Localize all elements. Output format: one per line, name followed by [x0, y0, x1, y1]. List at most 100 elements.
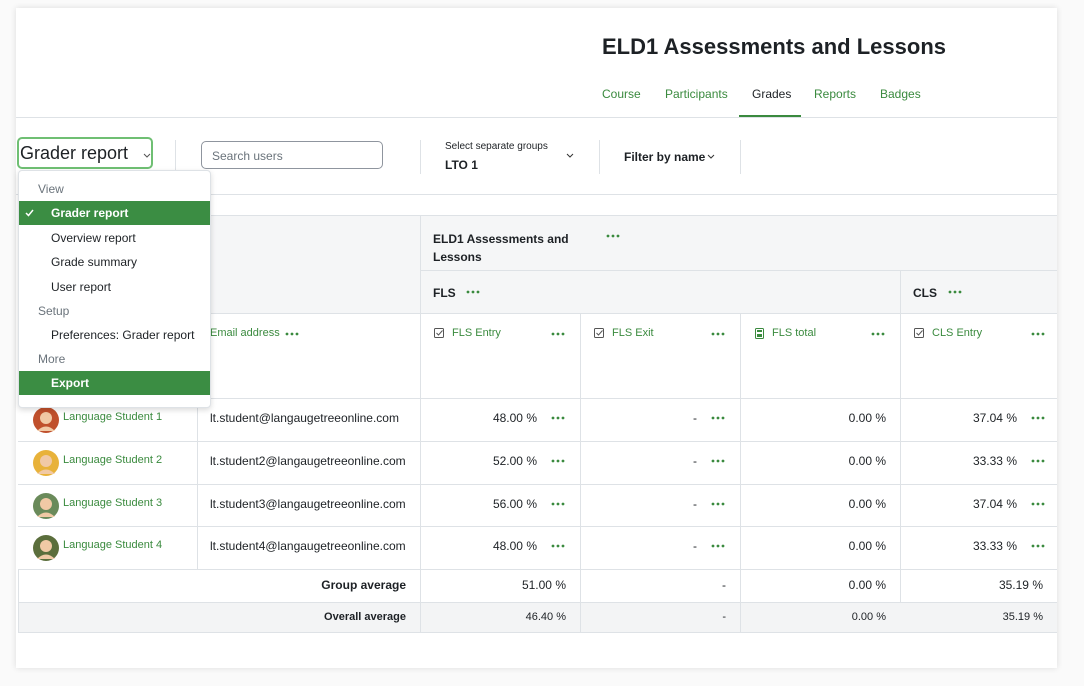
divider — [175, 140, 176, 170]
column-header[interactable]: FLS total — [772, 327, 817, 339]
subcategory-header: CLS — [913, 286, 937, 300]
more-actions[interactable] — [1031, 501, 1045, 507]
grade-value: 56.00 % — [492, 496, 537, 511]
menu-item[interactable]: User report — [51, 280, 112, 295]
column-icon — [914, 328, 924, 338]
nav-tab[interactable]: Grades — [752, 87, 792, 101]
grade-value: - — [693, 496, 697, 511]
more-actions[interactable] — [871, 331, 885, 337]
grade-value: 37.04 % — [972, 496, 1017, 511]
divider — [740, 313, 741, 632]
divider — [900, 270, 901, 632]
column-header[interactable]: Email address — [210, 327, 280, 339]
divider — [580, 313, 581, 632]
student-email: lt.student4@langaugetreeonline.com — [210, 539, 406, 554]
more-actions[interactable] — [711, 458, 725, 464]
chevron — [143, 153, 151, 158]
more-actions[interactable] — [551, 501, 565, 507]
subcategory-header: FLS — [433, 286, 456, 300]
student-name[interactable]: Language Student 4 — [63, 539, 163, 552]
avatar — [33, 535, 59, 562]
average-value: 0.00 % — [848, 578, 886, 592]
more-actions[interactable] — [551, 543, 565, 549]
divider — [18, 398, 1057, 399]
more-actions[interactable] — [551, 458, 565, 464]
header-band — [197, 215, 1057, 313]
nav-tab[interactable]: Badges — [880, 87, 921, 101]
nav-tab[interactable]: Reports — [814, 87, 857, 101]
grade-value: - — [693, 539, 697, 554]
divider — [18, 569, 1057, 570]
more-actions[interactable] — [1031, 543, 1045, 549]
divider — [18, 602, 1057, 603]
menu-item[interactable]: Export — [51, 375, 90, 390]
divider — [18, 215, 1057, 216]
grade-value: 48.00 % — [492, 539, 537, 554]
grade-value: 0.00 % — [848, 539, 886, 554]
more-actions[interactable] — [1031, 458, 1045, 464]
menu-item[interactable]: Grader report — [51, 206, 129, 220]
more-actions[interactable] — [285, 331, 299, 337]
chevron — [707, 154, 715, 159]
average-value: 35.19 % — [998, 578, 1043, 592]
divider — [739, 115, 801, 117]
more-actions[interactable] — [606, 233, 620, 239]
menu-heading: Setup — [38, 303, 70, 318]
chevron — [566, 153, 574, 158]
student-email: lt.student3@langaugetreeonline.com — [210, 496, 406, 511]
divider — [18, 483, 1057, 485]
student-name[interactable]: Language Student 3 — [63, 496, 163, 509]
student-name[interactable]: Language Student 1 — [63, 411, 163, 423]
average-row — [18, 602, 1057, 632]
menu-item[interactable]: Grade summary — [51, 255, 138, 270]
nav-tab[interactable]: Participants — [665, 87, 728, 101]
more-actions[interactable] — [711, 543, 725, 549]
divider — [16, 194, 1057, 195]
divider — [18, 526, 1057, 528]
avatar — [33, 492, 59, 519]
avatar — [33, 449, 59, 476]
column-header[interactable]: FLS Entry — [452, 327, 501, 339]
student-name[interactable]: Language Student 2 — [63, 453, 163, 466]
more-actions[interactable] — [711, 501, 725, 507]
filter-button[interactable]: Filter by name — [624, 150, 706, 164]
more-actions[interactable] — [551, 331, 565, 337]
divider — [16, 117, 1057, 118]
average-value: 0.00 % — [851, 611, 886, 623]
menu-highlight — [19, 201, 210, 225]
check-mark — [25, 209, 34, 217]
average-value: 35.19 % — [1002, 611, 1043, 623]
grade-value: 37.04 % — [972, 411, 1017, 425]
divider — [18, 440, 1057, 442]
more-actions[interactable] — [466, 289, 480, 295]
more-actions[interactable] — [948, 289, 962, 295]
menu-heading: More — [38, 351, 66, 366]
grade-value: 0.00 % — [848, 411, 886, 425]
more-actions[interactable] — [551, 415, 565, 421]
column-icon — [594, 328, 604, 338]
column-header[interactable]: FLS Exit — [612, 327, 654, 339]
page-title: ELD1 Assessments and Lessons — [602, 34, 946, 59]
more-actions[interactable] — [1031, 331, 1045, 337]
more-actions[interactable] — [711, 415, 725, 421]
menu-item[interactable]: Overview report — [51, 230, 136, 245]
student-email: lt.student@langaugetreeonline.com — [210, 411, 399, 425]
report-selector[interactable]: Grader report — [17, 137, 153, 169]
divider — [740, 569, 741, 632]
search-input[interactable]: Search users — [201, 141, 383, 169]
column-header[interactable]: CLS Entry — [932, 327, 983, 339]
divider — [18, 569, 19, 633]
divider — [420, 569, 421, 633]
grade-value: 33.33 % — [972, 453, 1017, 468]
menu-item[interactable]: Preferences: Grader report — [51, 327, 195, 342]
grade-value: 52.00 % — [492, 453, 537, 468]
grade-value: 0.00 % — [848, 453, 886, 468]
group-label: Select separate groups — [445, 141, 548, 152]
column-icon — [755, 328, 764, 339]
average-label: Overall average — [324, 611, 406, 623]
more-actions[interactable] — [711, 331, 725, 337]
more-actions[interactable] — [1031, 415, 1045, 421]
average-value: - — [722, 578, 726, 592]
nav-tab[interactable]: Course — [602, 87, 641, 101]
group-value[interactable]: LTO 1 — [445, 158, 478, 172]
